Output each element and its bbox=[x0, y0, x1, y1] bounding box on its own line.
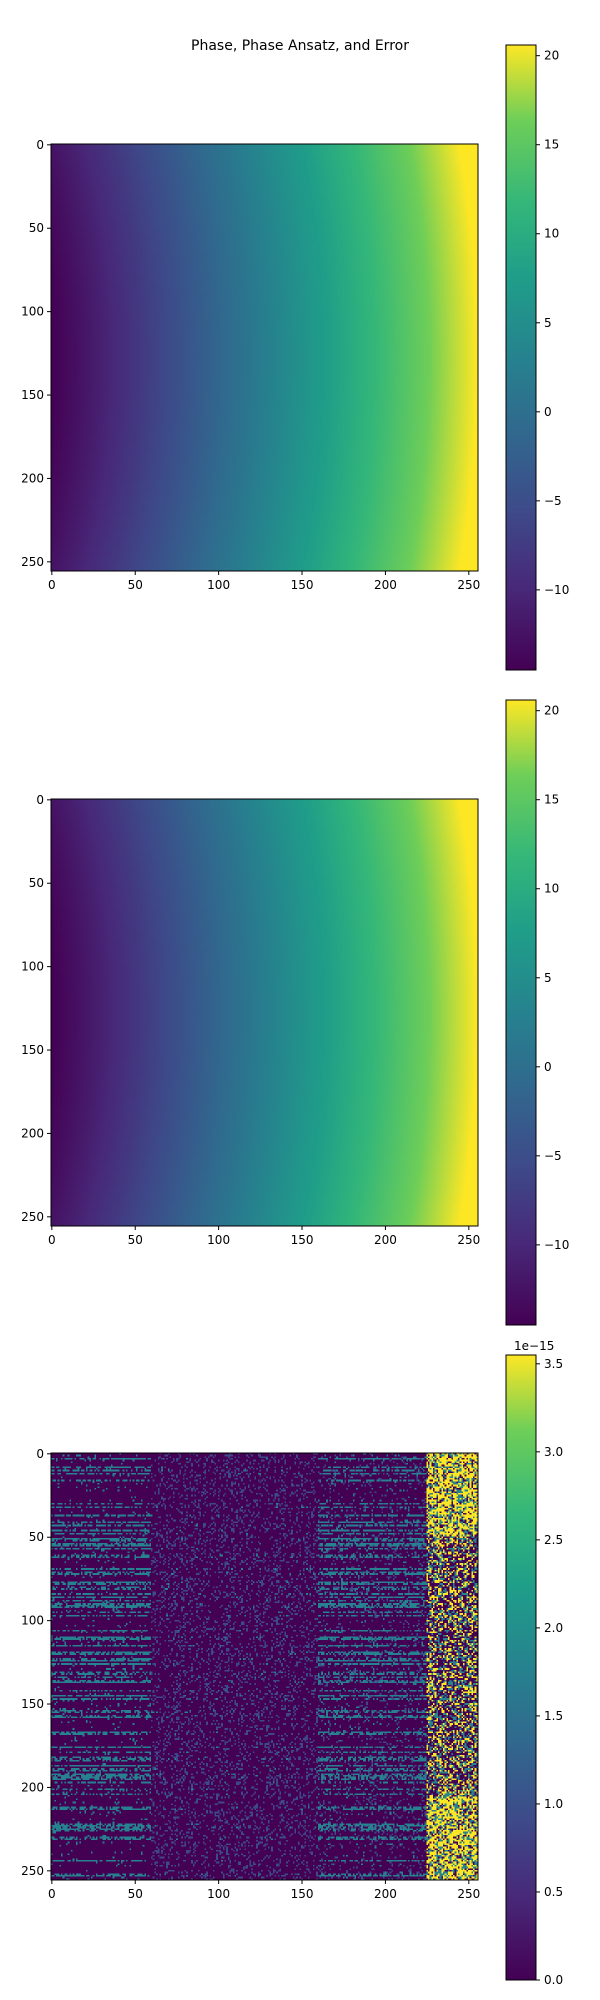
colorbar-tick-label: 2.5 bbox=[544, 1533, 563, 1547]
x-tick-label: 100 bbox=[207, 1887, 230, 1901]
colorbar-tick-label: 2.0 bbox=[544, 1621, 563, 1635]
phase-ansatz-heatmap bbox=[51, 799, 478, 1226]
panel-error: 0 50 100 150 200 250 0 50 100 150 200 250 0.0 0.5 1.0… bbox=[21, 1339, 563, 1987]
x-tick-label: 0 bbox=[48, 1233, 56, 1247]
x-tick-label: 50 bbox=[128, 1233, 143, 1247]
y-tick-label: 100 bbox=[21, 1614, 44, 1628]
y-tick-label: 50 bbox=[29, 876, 44, 890]
y-tick-label: 150 bbox=[21, 1043, 44, 1057]
colorbar-tick-label: 10 bbox=[544, 882, 559, 896]
colorbar-tick-label: 15 bbox=[544, 793, 559, 807]
x-tick-label: 150 bbox=[291, 578, 314, 592]
panel-phase: 0 50 100 150 200 250 0 50 100 150 200 250 −10 −5 0 5 10… bbox=[21, 44, 569, 671]
colorbar-tick-label: 20 bbox=[544, 49, 559, 63]
colorbar-tick-label: −10 bbox=[544, 1238, 569, 1252]
y-tick-label: 200 bbox=[21, 471, 44, 485]
y-tick-label: 100 bbox=[21, 960, 44, 974]
y-tick-label: 250 bbox=[21, 1210, 44, 1224]
error-colorbar-offset-label: 1e−15 bbox=[514, 1339, 554, 1353]
panel-phase-ansatz: 0 50 100 150 200 250 0 50 100 150 200 250 −10 −5 0 5 10… bbox=[21, 699, 569, 1326]
x-tick-label: 150 bbox=[291, 1233, 314, 1247]
error-axes-frame bbox=[50, 1452, 479, 1881]
error-heatmap bbox=[51, 1453, 478, 1880]
phase-heatmap bbox=[51, 144, 478, 571]
y-tick-label: 0 bbox=[36, 793, 44, 807]
x-tick-label: 200 bbox=[374, 1887, 397, 1901]
y-tick-label: 150 bbox=[21, 388, 44, 402]
phase-axes-frame bbox=[50, 143, 479, 572]
colorbar-tick-label: 20 bbox=[544, 704, 559, 718]
colorbar-tick-label: 0 bbox=[544, 405, 552, 419]
colorbar-tick-label: −5 bbox=[544, 494, 562, 508]
phase-colorbar-ticks: −10 −5 0 5 10 15 20 bbox=[536, 49, 569, 597]
y-tick-label: 250 bbox=[21, 1864, 44, 1878]
x-tick-label: 250 bbox=[457, 1887, 480, 1901]
error-colorbar-ticks: 0.0 0.5 1.0 1.5 2.0 2.5 3.0 3.5 bbox=[536, 1357, 563, 1987]
colorbar-tick-label: 0.5 bbox=[544, 1885, 563, 1899]
colorbar-tick-label: 0.0 bbox=[544, 1973, 563, 1987]
y-tick-label: 0 bbox=[36, 1447, 44, 1461]
y-tick-label: 0 bbox=[36, 138, 44, 152]
x-tick-label: 100 bbox=[207, 578, 230, 592]
phase-colorbar bbox=[505, 44, 537, 671]
x-tick-label: 50 bbox=[128, 578, 143, 592]
x-tick-label: 50 bbox=[128, 1887, 143, 1901]
colorbar-tick-label: 0 bbox=[544, 1060, 552, 1074]
x-tick-label: 250 bbox=[457, 578, 480, 592]
y-tick-label: 150 bbox=[21, 1697, 44, 1711]
colorbar-tick-label: 15 bbox=[544, 138, 559, 152]
colorbar-tick-label: 3.5 bbox=[544, 1357, 563, 1371]
y-tick-label: 50 bbox=[29, 1530, 44, 1544]
y-tick-label: 250 bbox=[21, 555, 44, 569]
x-tick-label: 100 bbox=[207, 1233, 230, 1247]
x-tick-label: 200 bbox=[374, 578, 397, 592]
phase-ansatz-axes-frame bbox=[50, 798, 479, 1227]
colorbar-tick-label: 5 bbox=[544, 316, 552, 330]
x-tick-label: 200 bbox=[374, 1233, 397, 1247]
y-tick-label: 100 bbox=[21, 305, 44, 319]
phase-axis-ticks: 0 50 100 150 200 250 0 50 100 150 200 250 bbox=[21, 138, 480, 592]
phase-ansatz-colorbar-ticks: −10 −5 0 5 10 15 20 bbox=[536, 704, 569, 1252]
y-tick-label: 200 bbox=[21, 1126, 44, 1140]
x-tick-label: 0 bbox=[48, 578, 56, 592]
figure-title: Phase, Phase Ansatz, and Error bbox=[191, 38, 409, 54]
phase-ansatz-axis-ticks: 0 50 100 150 200 250 0 50 100 150 200 250 bbox=[21, 793, 480, 1247]
colorbar-tick-label: 3.0 bbox=[544, 1445, 563, 1459]
x-tick-label: 150 bbox=[291, 1887, 314, 1901]
colorbar-tick-label: 1.0 bbox=[544, 1797, 563, 1811]
phase-ansatz-colorbar bbox=[505, 699, 537, 1326]
y-tick-label: 200 bbox=[21, 1780, 44, 1794]
colorbar-tick-label: 1.5 bbox=[544, 1709, 563, 1723]
colorbar-tick-label: −10 bbox=[544, 583, 569, 597]
x-tick-label: 0 bbox=[48, 1887, 56, 1901]
colorbar-tick-label: −5 bbox=[544, 1149, 562, 1163]
x-tick-label: 250 bbox=[457, 1233, 480, 1247]
error-axis-ticks: 0 50 100 150 200 250 0 50 100 150 200 250 bbox=[21, 1447, 480, 1901]
y-tick-label: 50 bbox=[29, 221, 44, 235]
error-colorbar bbox=[505, 1354, 537, 1981]
colorbar-tick-label: 5 bbox=[544, 971, 552, 985]
colorbar-tick-label: 10 bbox=[544, 227, 559, 241]
